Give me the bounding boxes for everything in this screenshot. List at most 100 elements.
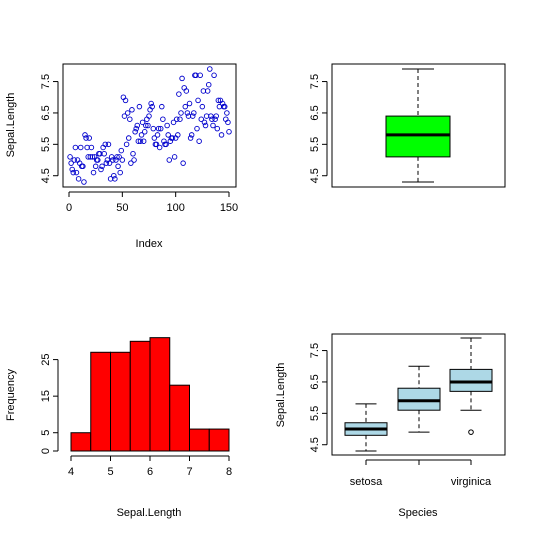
species-y-axis: 4.5 5.5 6.5 7.5	[309, 343, 328, 452]
scatter-points	[67, 66, 232, 185]
scatter-point	[112, 176, 118, 182]
scatter-point	[68, 160, 74, 166]
scatter-point	[119, 157, 126, 163]
boxplot-y-axis: 4.5 5.5 6.5 7.5	[309, 74, 328, 183]
scatter-x-tick-label: 0	[66, 202, 72, 214]
scatter-y-axis: 4.5 5.5 6.5 7.5	[40, 74, 59, 183]
scatter-point	[155, 125, 162, 132]
scatter-point	[218, 132, 225, 138]
histogram-x-axis: 4 5 6 7 8	[68, 455, 232, 478]
scatter-point	[67, 154, 73, 160]
scatter-point	[173, 116, 180, 122]
scatter-plot-frame	[62, 63, 237, 188]
panel-species-boxplot: setosa virginica 4.5 5.5 6.5 7.5 Species Sep…	[275, 333, 506, 519]
scatter-point	[71, 157, 78, 163]
scatter-point	[178, 110, 184, 116]
scatter-point	[210, 122, 216, 129]
scatter-point	[105, 141, 112, 148]
histogram-bar	[189, 428, 210, 452]
boxplot-y-tick-label: 7.5	[309, 74, 321, 89]
scatter-point	[166, 157, 173, 163]
scatter-point	[132, 129, 138, 135]
scatter-point	[72, 144, 79, 151]
scatter-point	[134, 122, 141, 129]
scatter-point	[137, 138, 144, 144]
scatter-point	[129, 107, 135, 113]
species-boxplot-marks	[344, 337, 493, 452]
scatter-point	[133, 125, 139, 132]
scatter-point	[122, 97, 129, 104]
histogram-y-label: Frequency	[5, 369, 17, 421]
scatter-point	[214, 125, 221, 132]
histogram-y-tick-label: 5	[40, 430, 52, 436]
scatter-y-tick-label: 4.5	[40, 168, 52, 183]
scatter-point	[177, 116, 183, 122]
scatter-point	[118, 147, 125, 154]
boxplot-frame	[331, 63, 506, 188]
species-y-tick-label: 7.5	[309, 343, 321, 358]
scatter-point	[117, 169, 123, 176]
histogram-x-label: Sepal.Length	[117, 507, 182, 519]
scatter-point	[145, 122, 151, 129]
scatter-point	[225, 119, 231, 126]
histogram-y-axis: 0 5 15 25	[40, 353, 59, 454]
scatter-point	[201, 119, 208, 126]
scatter-point	[98, 166, 104, 173]
species-x-tick-label: virginica	[451, 476, 492, 488]
scatter-point	[196, 138, 202, 144]
scatter-x-tick-label: 50	[116, 202, 128, 214]
scatter-point	[86, 135, 93, 141]
scatter-point	[154, 132, 161, 138]
panel-boxplot: 4.5 5.5 6.5 7.5	[309, 63, 506, 188]
scatter-y-tick-label: 5.5	[40, 137, 52, 152]
histogram-x-tick-label: 7	[186, 466, 192, 478]
scatter-point	[213, 113, 219, 119]
scatter-point	[123, 141, 130, 148]
scatter-point	[209, 116, 215, 122]
scatter-point	[140, 138, 147, 144]
scatter-point	[81, 179, 87, 185]
scatter-point	[109, 157, 116, 163]
scatter-point	[205, 81, 212, 88]
scatter-point	[204, 88, 211, 94]
scatter-point	[113, 157, 119, 163]
scatter-point	[141, 129, 148, 135]
species-x-label: Species	[398, 507, 438, 519]
scatter-point	[83, 135, 89, 141]
scatter-point	[77, 144, 84, 151]
histogram-x-tick-label: 8	[226, 466, 232, 478]
scatter-point	[139, 119, 146, 126]
scatter-point	[73, 169, 80, 176]
scatter-y-tick-label: 6.5	[40, 105, 52, 120]
histogram-y-tick-label: 15	[40, 390, 52, 402]
boxplot-marks	[385, 68, 451, 183]
scatter-point	[121, 113, 128, 119]
boxplot-y-tick-label: 4.5	[309, 168, 321, 183]
scatter-point	[70, 169, 77, 176]
scatter-point	[124, 110, 131, 116]
species-y-tick-label: 6.5	[309, 374, 321, 389]
scatter-point	[148, 100, 154, 107]
scatter-point	[176, 91, 182, 97]
scatter-point	[99, 163, 105, 170]
scatter-point	[146, 113, 152, 119]
scatter-point	[156, 144, 163, 151]
scatter-point	[226, 129, 232, 135]
histogram-bar	[208, 428, 230, 452]
scatter-point	[186, 100, 193, 107]
scatter-point	[88, 144, 95, 151]
species-x-tick-label: setosa	[350, 476, 383, 488]
histogram-x-tick-label: 5	[107, 466, 113, 478]
scatter-point	[195, 97, 201, 104]
boxplot-box	[385, 115, 451, 158]
scatter-point	[184, 110, 191, 116]
scatter-x-axis: 0 50 100 150	[66, 191, 238, 214]
panel-histogram: 4 5 6 7 8 0 5 15 25 Sepal.Length Frequency	[5, 337, 232, 519]
scatter-point	[169, 135, 176, 141]
scatter-point	[111, 172, 117, 179]
histogram-bar	[70, 432, 92, 452]
species-virginica-outlier	[468, 429, 474, 435]
scatter-point	[69, 166, 75, 173]
